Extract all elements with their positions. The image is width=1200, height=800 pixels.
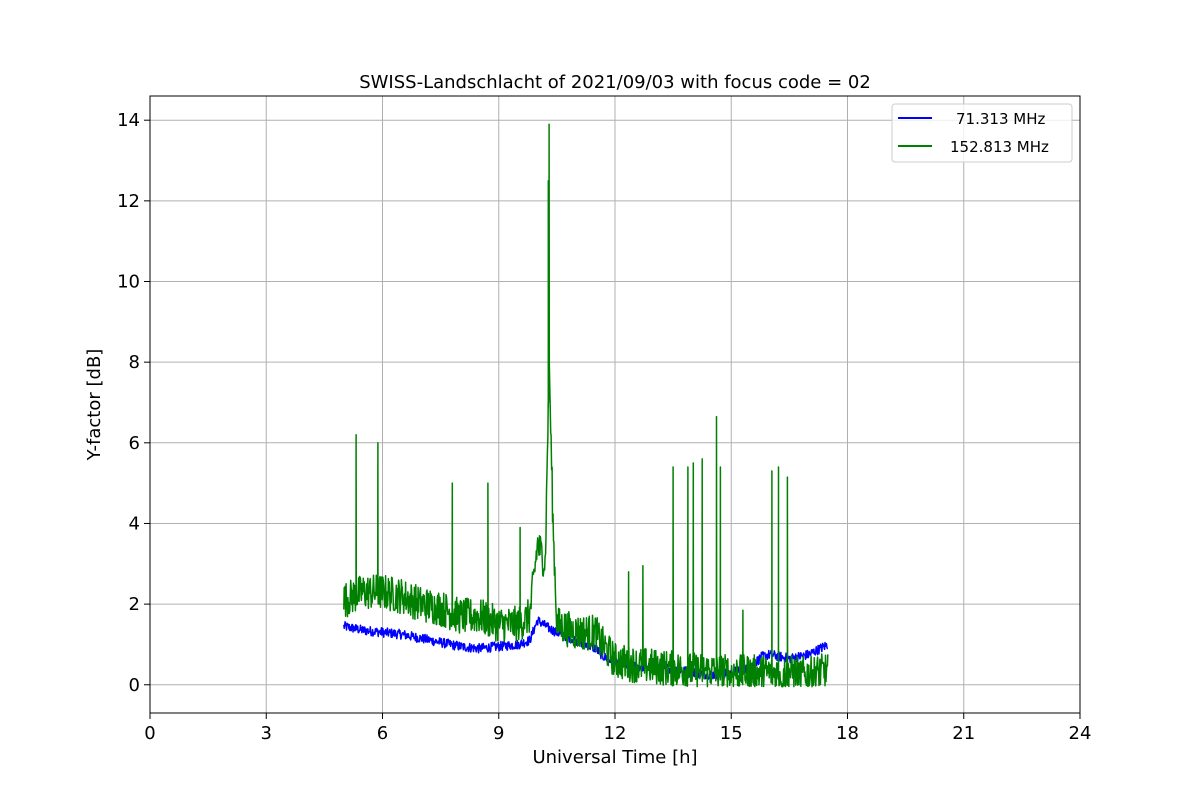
x-tick-label: 15: [720, 723, 743, 744]
x-tick-label: 3: [261, 723, 272, 744]
x-tick-label: 24: [1069, 723, 1092, 744]
y-axis-label: Y-factor [dB]: [84, 349, 105, 462]
y-tick-label: 2: [129, 594, 140, 615]
x-tick-label: 12: [604, 723, 627, 744]
y-tick-label: 14: [117, 110, 140, 131]
y-tick-label: 4: [129, 513, 140, 534]
y-tick-label: 8: [129, 352, 140, 373]
x-tick-label: 18: [836, 723, 859, 744]
y-tick-label: 0: [129, 675, 140, 696]
legend-box: [891, 103, 1073, 163]
legend-label-71mhz: 71.313 MHz: [956, 110, 1045, 128]
chart-title: SWISS-Landschlacht of 2021/09/03 with fo…: [359, 72, 871, 93]
legend-label-152mhz: 152.813 MHz: [950, 138, 1049, 156]
y-tick-label: 6: [129, 433, 140, 454]
y-tick-label: 10: [117, 272, 140, 293]
x-tick-label: 9: [493, 723, 504, 744]
series-layer: [343, 123, 829, 688]
y-tick-label: 12: [117, 191, 140, 212]
x-tick-label: 21: [952, 723, 975, 744]
x-tick-label: 6: [377, 723, 388, 744]
series-line-152mhz: [343, 123, 829, 688]
x-tick-label: 0: [144, 723, 155, 744]
legend: 71.313 MHz 152.813 MHz: [891, 103, 1073, 163]
x-axis-label: Universal Time [h]: [532, 747, 697, 768]
